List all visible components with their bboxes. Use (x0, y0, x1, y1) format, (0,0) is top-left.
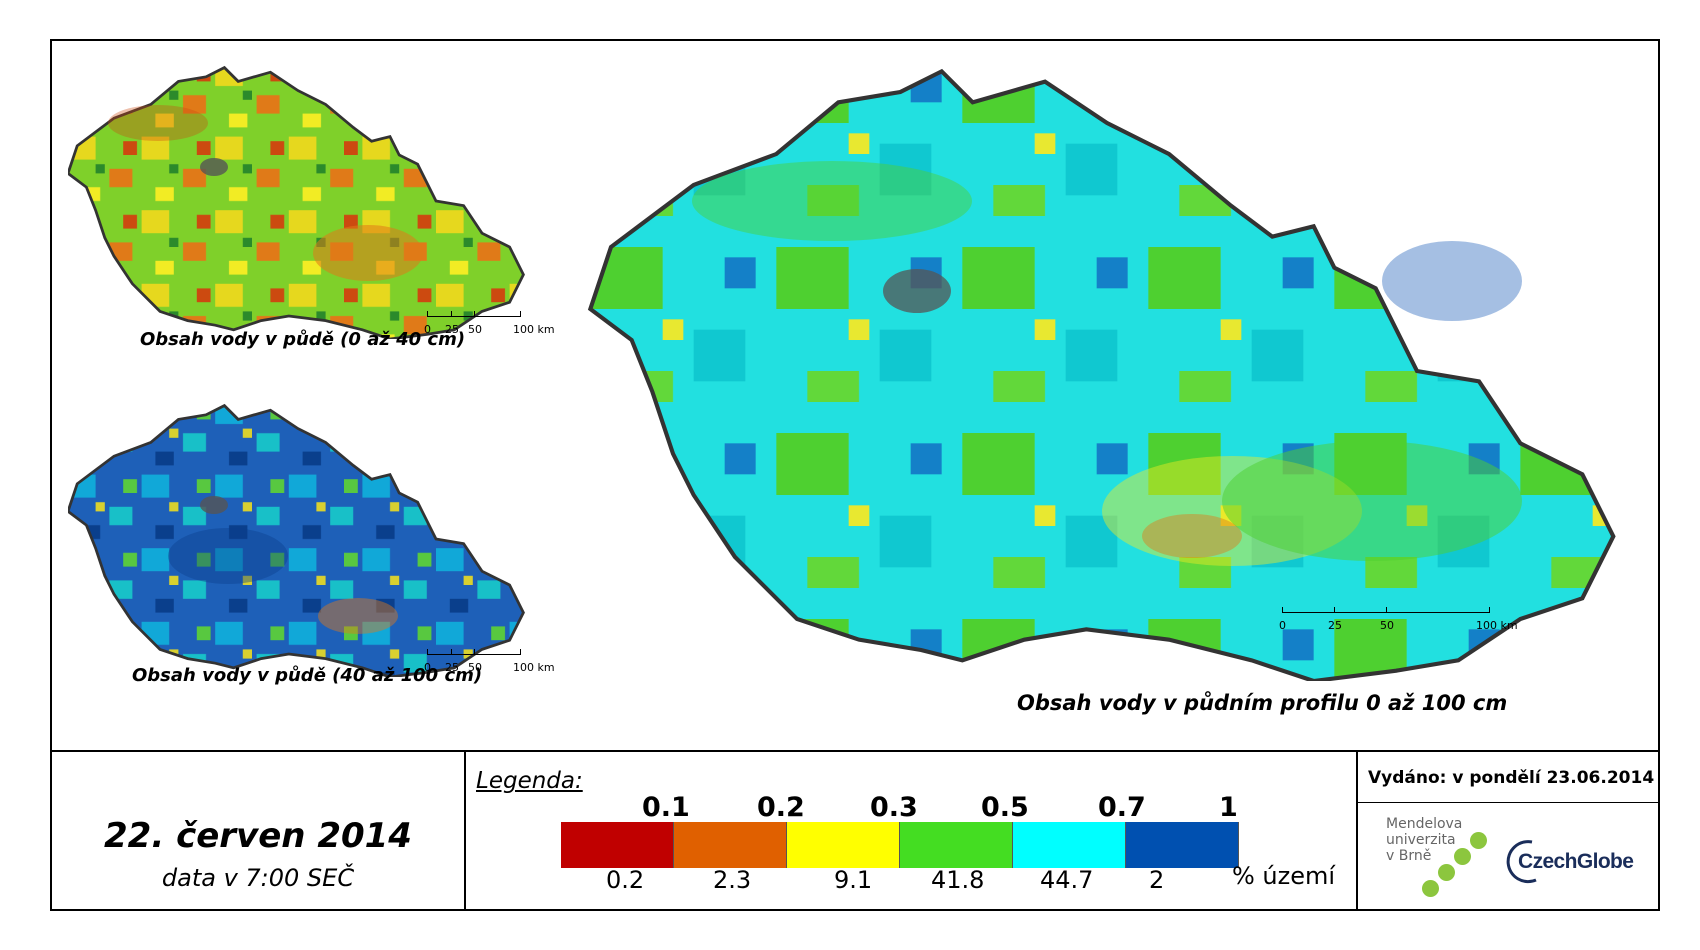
legend-swatch-4 (1013, 822, 1126, 868)
legend-percent-4: 44.7 (1040, 866, 1094, 894)
legend-percent-3: 41.8 (931, 866, 985, 894)
divider-legend-issued (1356, 750, 1358, 909)
scale-tick-50: 50 (468, 661, 482, 674)
soil-water-map-40-100 (68, 401, 528, 677)
scale-tick-100: 100 km (513, 661, 555, 674)
legend-threshold-0: 0.1 (642, 792, 690, 823)
mendel-logo-dot (1470, 832, 1487, 849)
date-title: 22. červen 2014 (104, 816, 412, 856)
mendel-logo: Mendelova univerzita v Brně (1386, 816, 1462, 864)
scale-tick-25: 25 (1328, 619, 1342, 632)
legend-threshold-5: 1 (1219, 792, 1238, 823)
legend-label: Legenda: (476, 768, 583, 794)
scale-tick-0: 0 (424, 323, 431, 336)
scale-tick-50: 50 (1380, 619, 1394, 632)
legend-swatch-5 (1126, 822, 1239, 868)
legend-unit: % území (1232, 862, 1336, 890)
legend-swatch-1 (674, 822, 787, 868)
caption-0-100: Obsah vody v půdním profilu 0 až 100 cm (1017, 691, 1508, 715)
scale-tick-0: 0 (1279, 619, 1286, 632)
legend-percent-1: 2.3 (713, 866, 752, 894)
divider-date-legend (464, 750, 466, 909)
bottom-band-divider (52, 750, 1658, 752)
legend-threshold-3: 0.5 (981, 792, 1029, 823)
date-subtitle: data v 7:00 SEČ (161, 864, 355, 892)
scale-tick-0: 0 (424, 661, 431, 674)
scale-tick-100: 100 km (1476, 619, 1518, 632)
caption-40-100: Obsah vody v půdě (40 až 100 cm) (132, 665, 483, 686)
mendel-logo-dot (1422, 880, 1439, 897)
mendel-logo-dot (1438, 864, 1455, 881)
issued-date: Vydáno: v pondělí 23.06.2014 (1368, 768, 1655, 788)
mendel-logo-dot (1454, 848, 1471, 865)
issued-panel: Vydáno: v pondělí 23.06.2014 Mendelova u… (1358, 752, 1660, 911)
czechglobe-text: CzechGlobe (1518, 850, 1633, 873)
mendel-logo-line1: Mendelova (1386, 816, 1463, 832)
legend-threshold-2: 0.3 (870, 792, 918, 823)
legend-swatch-2 (787, 822, 900, 868)
scale-tick-25: 25 (445, 661, 459, 674)
mendel-logo-line2: univerzita (1386, 832, 1456, 848)
legend-swatch-0 (561, 822, 674, 868)
czechglobe-arc-icon (1506, 840, 1537, 884)
legend-threshold-1: 0.2 (757, 792, 805, 823)
date-panel: 22. červen 2014 data v 7:00 SEČ (52, 752, 464, 911)
legend-percent-5: 2 (1149, 866, 1165, 894)
soil-water-map-0-40 (68, 63, 528, 339)
czechglobe-logo: CzechGlobe (1506, 840, 1634, 884)
soil-water-map-0-100 (572, 61, 1642, 681)
legend-percent-0: 0.2 (606, 866, 645, 894)
scale-tick-25: 25 (445, 323, 459, 336)
mendel-logo-line3: v Brně (1386, 848, 1432, 864)
legend-percent-2: 9.1 (834, 866, 873, 894)
scale-tick-100: 100 km (513, 323, 555, 336)
poster-frame: 0 25 50 100 km Obsah vody v půdě (0 až 4… (50, 39, 1660, 911)
legend-threshold-4: 0.7 (1098, 792, 1146, 823)
legend-panel: Legenda: 0.1 0.2 0.3 0.5 0.7 1 0.2 2.3 9… (466, 752, 1356, 911)
scale-tick-50: 50 (468, 323, 482, 336)
legend-swatch-3 (900, 822, 1013, 868)
caption-0-40: Obsah vody v půdě (0 až 40 cm) (140, 329, 466, 350)
